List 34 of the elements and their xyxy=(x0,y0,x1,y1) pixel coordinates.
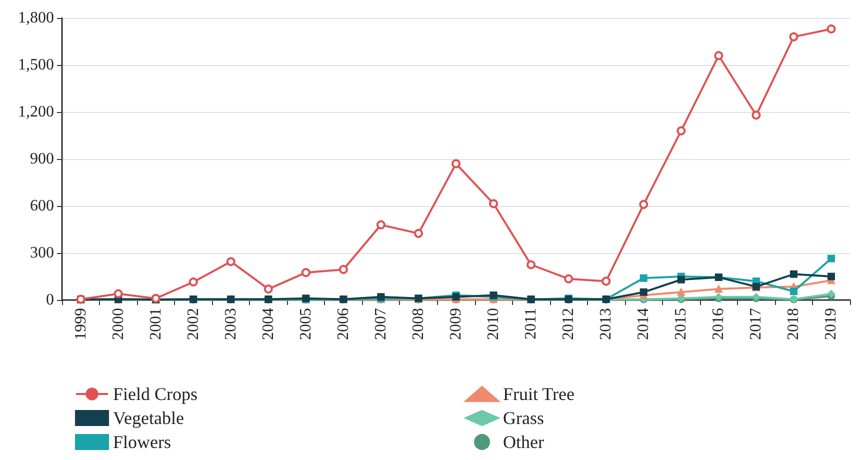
x-tick-label: 2016 xyxy=(710,308,728,340)
y-tick-label: 1,200 xyxy=(18,104,54,120)
x-tick-label: 2008 xyxy=(410,308,427,340)
y-tick-label: 0 xyxy=(46,292,54,308)
y-tick-label: 300 xyxy=(30,244,54,262)
y-tick-label: 1,500 xyxy=(18,56,54,74)
legend-label: Field Crops xyxy=(113,384,198,404)
x-tick-label: 1999 xyxy=(72,308,90,340)
x-tick-label: 2009 xyxy=(448,308,464,340)
x-tick-label: 2010 xyxy=(485,308,502,340)
x-tick-label: 2000 xyxy=(110,308,127,340)
x-tick-label: 2014 xyxy=(635,308,652,340)
legend-label: Fruit Tree xyxy=(503,384,575,404)
y-tick-label: 600 xyxy=(30,198,54,214)
x-tick-label: 2017 xyxy=(748,308,765,340)
y-tick-label: 900 xyxy=(30,150,54,168)
x-tick-label: 2006 xyxy=(334,308,352,340)
y-tick-label: 1,800 xyxy=(18,10,54,26)
x-tick-label: 2013 xyxy=(598,308,615,340)
x-tick-label: 2018 xyxy=(785,308,802,340)
x-tick-label: 2011 xyxy=(522,308,540,340)
x-tick-label: 2004 xyxy=(260,308,277,340)
x-tick-label: 2002 xyxy=(184,308,202,340)
x-tick-label: 2019 xyxy=(822,308,840,340)
x-tick-label: 2015 xyxy=(672,308,690,340)
x-tick-label: 2001 xyxy=(147,308,164,340)
legend-label: Flowers xyxy=(113,432,171,452)
x-tick-label: 2012 xyxy=(560,308,578,340)
legend-label: Other xyxy=(503,432,544,452)
x-tick-label: 2007 xyxy=(372,308,390,340)
legend-label: Vegetable xyxy=(113,408,184,428)
legend-label: Grass xyxy=(503,408,544,428)
x-tick-label: 2003 xyxy=(222,308,240,340)
x-tick-label: 2005 xyxy=(297,308,314,340)
